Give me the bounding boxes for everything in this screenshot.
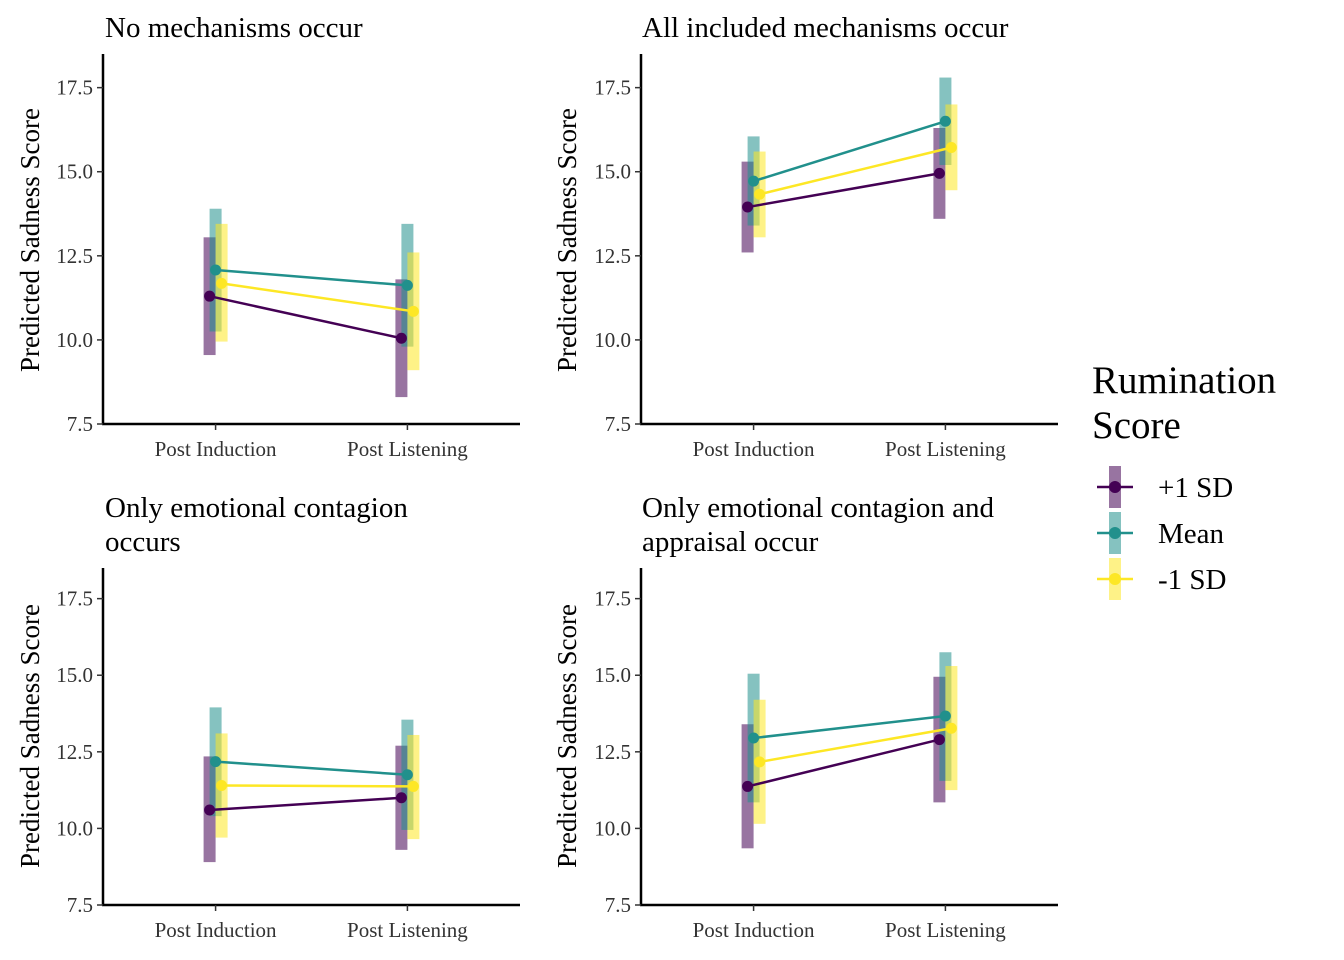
panel-4-point-2-1 (748, 732, 760, 744)
panel-3-point-2-2 (401, 769, 413, 781)
panel-2-point-1-1 (742, 201, 754, 213)
panel-3-series-line-3 (221, 784, 414, 788)
panel-3-point-3-1 (216, 780, 228, 792)
panel-1-y-axis-label: Predicted Sadness Score (15, 108, 45, 372)
panel-2-y-tick-label-4: 15.0 (594, 160, 631, 184)
panel-1-point-3-2 (407, 305, 419, 317)
panel-4-title-line-1: Only emotional contagion and (642, 492, 994, 524)
panel-1-x-tick-label-1: Post Induction (155, 437, 277, 461)
legend-title-line-1: Rumination (1092, 359, 1276, 402)
panel-2-series-line-1 (747, 172, 940, 209)
panel-1-series-line-2 (215, 268, 408, 287)
panel-3-y-tick-label-2: 10.0 (56, 816, 93, 840)
panel-1-y-tick-label-5: 17.5 (56, 76, 93, 100)
panel-4-y-axis-label: Predicted Sadness Score (552, 604, 582, 868)
panel-4-point-3-1 (754, 756, 766, 768)
panel-4-plot-area: 7.5 10.0 12.5 15.0 17.5 Post Induction Post Li… (594, 568, 1058, 942)
panel-2-point-2-1 (748, 175, 760, 187)
legend: Rumination Score +1 SD Mean -1 SD (1092, 359, 1276, 600)
panel-2-series-line-2 (753, 120, 946, 183)
panel-3-plot-area: 7.5 10.0 12.5 15.0 17.5 Post Induction Post Li… (56, 568, 520, 942)
panel-2-title-line-1: All included mechanisms occur (642, 12, 1009, 44)
panel-4-y-tick-label-2: 10.0 (594, 816, 631, 840)
panel-1-y-tick-label-1: 7.5 (67, 412, 93, 436)
panel-4-point-1-2 (933, 734, 945, 746)
panel-1-point-2-1 (210, 264, 222, 276)
panel-1-series-line-1 (209, 294, 402, 340)
panel-1-y-tick-label-3: 12.5 (56, 244, 93, 268)
panel-3-y-tick-label-3: 12.5 (56, 740, 93, 764)
panel-2-y-axis-label: Predicted Sadness Score (552, 108, 582, 372)
panel-4-series-line-1 (747, 738, 940, 788)
legend-key-point-2 (1109, 527, 1121, 539)
panel-3-title-line-2: occurs (105, 526, 181, 558)
legend-key-2: Mean (1097, 512, 1225, 554)
panel-1-x-tick-label-2: Post Listening (347, 437, 468, 461)
panel-4-y-tick-label-1: 7.5 (605, 893, 631, 917)
panel-2-point-3-1 (754, 188, 766, 200)
panel-4-point-2-2 (939, 710, 951, 722)
panel-4-series-line-3 (759, 726, 952, 764)
panel-2: All included mechanisms occur Predicted … (552, 12, 1058, 461)
legend-key-point-3 (1109, 573, 1121, 585)
panel-3-y-axis-label: Predicted Sadness Score (15, 604, 45, 868)
panel-1-y-tick-label-4: 15.0 (56, 160, 93, 184)
panel-1-plot-area: 7.5 10.0 12.5 15.0 17.5 Post Induction Post Li… (56, 54, 520, 461)
legend-title-line-2: Score (1092, 404, 1181, 447)
panel-4-point-3-2 (945, 722, 957, 734)
panel-3-x-tick-label-2: Post Listening (347, 918, 468, 942)
legend-keys: +1 SD Mean -1 SD (1097, 466, 1233, 600)
panel-2-y-tick-label-1: 7.5 (605, 412, 631, 436)
panel-3-point-1-2 (395, 792, 407, 804)
panel-4-y-tick-label-3: 12.5 (594, 740, 631, 764)
panel-3-y-tick-label-5: 17.5 (56, 587, 93, 611)
panel-2-point-2-2 (939, 115, 951, 127)
panel-4-y-tick-label-4: 15.0 (594, 663, 631, 687)
panel-3: Only emotional contagion occurs Predicte… (15, 492, 520, 942)
panel-2-y-tick-label-5: 17.5 (594, 76, 631, 100)
panel-1: No mechanisms occur Predicted Sadness Sc… (15, 12, 520, 461)
panel-2-x-tick-label-1: Post Induction (693, 437, 815, 461)
panel-4-title-line-2: appraisal occur (642, 526, 819, 558)
panel-2-x-tick-label-2: Post Listening (885, 437, 1006, 461)
panel-2-plot-area: 7.5 10.0 12.5 15.0 17.5 Post Induction Post Li… (594, 54, 1058, 461)
panel-4-x-tick-label-2: Post Listening (885, 918, 1006, 942)
panel-3-y-tick-label-4: 15.0 (56, 663, 93, 687)
panel-2-y-tick-label-2: 10.0 (594, 328, 631, 352)
legend-key-3: -1 SD (1097, 558, 1226, 600)
legend-key-point-1 (1109, 481, 1121, 493)
panel-3-point-2-1 (210, 756, 222, 768)
panel-3-series-line-1 (209, 796, 402, 812)
panel-3-point-3-2 (407, 780, 419, 792)
panel-2-series-line-3 (759, 146, 952, 196)
panel-3-point-1-1 (204, 804, 216, 816)
panel-1-title-line-1: No mechanisms occur (105, 12, 363, 44)
legend-label-3: -1 SD (1158, 564, 1226, 596)
legend-key-1: +1 SD (1097, 466, 1233, 508)
panel-4-point-1-1 (742, 780, 754, 792)
panel-1-point-3-1 (216, 277, 228, 289)
panel-3-title-line-1: Only emotional contagion (105, 492, 408, 524)
panel-1-series-line-3 (221, 282, 414, 313)
panel-2-point-1-2 (933, 167, 945, 179)
panel-2-point-3-2 (945, 142, 957, 154)
panel-4-y-tick-label-5: 17.5 (594, 587, 631, 611)
panel-1-point-1-1 (204, 290, 216, 302)
panel-4-series-line-2 (753, 714, 946, 740)
panel-1-point-2-2 (401, 279, 413, 291)
panel-2-y-tick-label-3: 12.5 (594, 244, 631, 268)
panel-3-y-tick-label-1: 7.5 (67, 893, 93, 917)
panel-3-x-tick-label-1: Post Induction (155, 918, 277, 942)
legend-label-2: Mean (1158, 518, 1225, 550)
panel-4-x-tick-label-1: Post Induction (693, 918, 815, 942)
panel-4: Only emotional contagion and appraisal o… (552, 492, 1058, 942)
panel-3-series-line-2 (215, 760, 408, 777)
panel-1-y-tick-label-2: 10.0 (56, 328, 93, 352)
panel-1-point-1-2 (395, 332, 407, 344)
legend-label-1: +1 SD (1158, 472, 1233, 504)
